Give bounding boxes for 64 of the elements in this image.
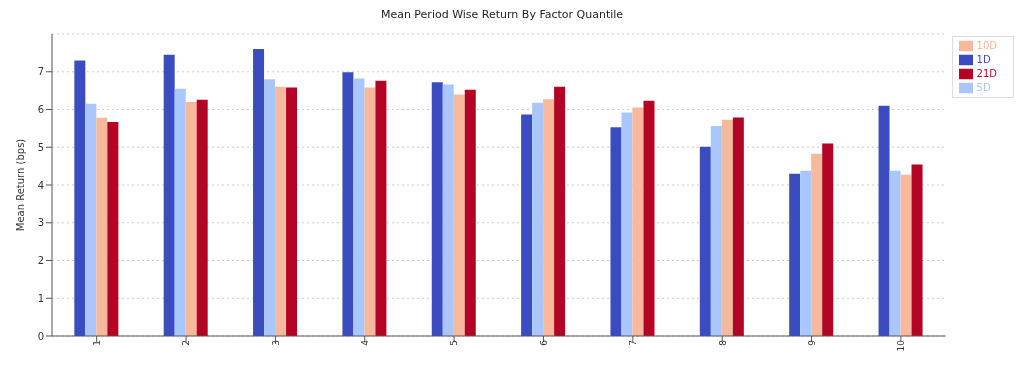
bar bbox=[163, 54, 175, 336]
chart-title: Mean Period Wise Return By Factor Quantile bbox=[379, 8, 625, 23]
bar bbox=[174, 88, 186, 336]
bar bbox=[375, 80, 387, 336]
y-tick-label: 0 bbox=[37, 330, 44, 342]
bar bbox=[621, 112, 633, 336]
bar bbox=[900, 174, 912, 336]
bar bbox=[699, 146, 711, 336]
x-tick-label: 3 bbox=[270, 340, 281, 346]
bar bbox=[453, 94, 465, 336]
bar bbox=[710, 126, 722, 336]
bar bbox=[643, 100, 655, 336]
bar bbox=[264, 79, 276, 336]
legend-label: 5D bbox=[976, 82, 991, 93]
bar bbox=[822, 143, 834, 336]
legend-label: 10D bbox=[976, 40, 997, 51]
y-tick-label: 3 bbox=[37, 217, 44, 229]
x-tick-label: 1 bbox=[92, 340, 103, 346]
bar bbox=[632, 107, 644, 336]
x-tick-label: 7 bbox=[628, 340, 639, 346]
y-tick-label: 4 bbox=[37, 179, 44, 191]
bar bbox=[342, 72, 354, 336]
x-tick-label: 8 bbox=[717, 339, 728, 346]
x-tick-label: 6 bbox=[538, 339, 549, 346]
y-tick-label: 2 bbox=[37, 255, 44, 267]
bar bbox=[800, 170, 812, 336]
bar bbox=[96, 117, 108, 336]
bar bbox=[543, 99, 555, 336]
bar bbox=[789, 173, 801, 336]
bar bbox=[732, 117, 744, 336]
legend-label: 1D bbox=[976, 54, 991, 65]
bar bbox=[911, 164, 923, 336]
y-axis-title: Mean Return (bps) bbox=[14, 138, 26, 232]
bar bbox=[286, 87, 298, 336]
bar bbox=[275, 86, 287, 336]
bar bbox=[196, 99, 208, 336]
y-tick-label: 5 bbox=[37, 141, 44, 153]
bar bbox=[532, 102, 544, 336]
bar bbox=[85, 103, 97, 336]
bar bbox=[811, 153, 823, 336]
bar bbox=[464, 89, 476, 336]
bar bbox=[253, 49, 265, 336]
y-tick-label: 7 bbox=[37, 66, 44, 78]
bar bbox=[610, 127, 622, 336]
legend-label: 21D bbox=[976, 68, 997, 79]
bar bbox=[364, 87, 376, 336]
bar bbox=[721, 119, 733, 336]
bar bbox=[521, 114, 533, 336]
bar bbox=[889, 170, 901, 336]
x-tick-label: 2 bbox=[181, 340, 192, 346]
bar bbox=[185, 101, 197, 336]
x-tick-label: 4 bbox=[360, 339, 371, 346]
bar bbox=[431, 82, 443, 336]
bar bbox=[107, 121, 119, 336]
bar bbox=[554, 86, 566, 336]
y-tick-label: 1 bbox=[37, 292, 44, 304]
bar bbox=[442, 84, 454, 336]
x-tick-label: 5 bbox=[449, 340, 460, 346]
y-tick-label: 6 bbox=[37, 104, 44, 116]
bar bbox=[353, 78, 365, 336]
x-tick-label: 10 bbox=[896, 339, 907, 352]
bar bbox=[74, 60, 86, 336]
x-tick-label: 9 bbox=[806, 339, 817, 346]
bar bbox=[878, 105, 890, 336]
